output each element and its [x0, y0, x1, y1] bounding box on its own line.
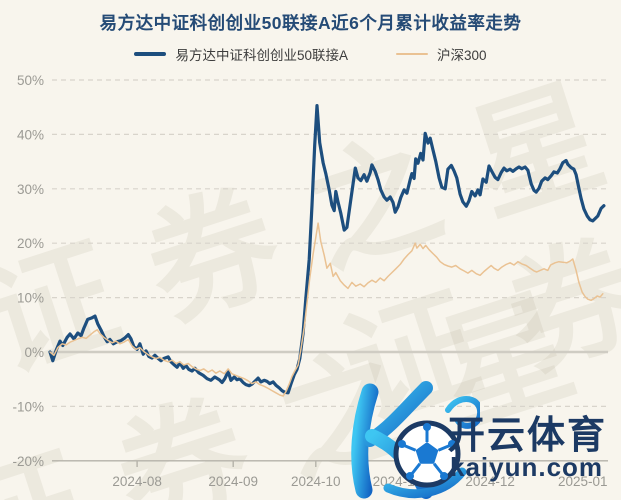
svg-text:-20%: -20% — [12, 454, 44, 469]
chart-title: 易方达中证科创创业50联接A近6个月累计收益率走势 — [99, 13, 522, 33]
fund-legend-label: 易方达中证科创创业50联接A — [175, 48, 348, 63]
svg-text:-10%: -10% — [12, 399, 44, 414]
svg-text:30%: 30% — [17, 182, 44, 197]
svg-text:2024-10: 2024-10 — [291, 474, 341, 489]
svg-text:0%: 0% — [24, 345, 44, 360]
svg-text:2024-12: 2024-12 — [465, 474, 515, 489]
fund-line-swatch — [134, 52, 167, 56]
chart-legend: 易方达中证科创创业50联接A 沪深300 — [0, 44, 621, 64]
svg-text:20%: 20% — [17, 236, 44, 251]
svg-text:10%: 10% — [17, 291, 44, 306]
legend-item-csi300: 沪深300 — [396, 44, 487, 64]
svg-text:2024-08: 2024-08 — [112, 474, 162, 489]
svg-text:40%: 40% — [17, 127, 44, 142]
svg-text:2024-09: 2024-09 — [208, 474, 258, 489]
svg-text:2025-01: 2025-01 — [558, 474, 608, 489]
svg-text:50%: 50% — [17, 73, 44, 88]
csi300-legend-label: 沪深300 — [437, 48, 487, 63]
csi300-line-swatch — [396, 53, 428, 55]
svg-text:2024-11: 2024-11 — [373, 474, 422, 489]
legend-item-fund: 易方达中证科创创业50联接A — [134, 44, 348, 64]
